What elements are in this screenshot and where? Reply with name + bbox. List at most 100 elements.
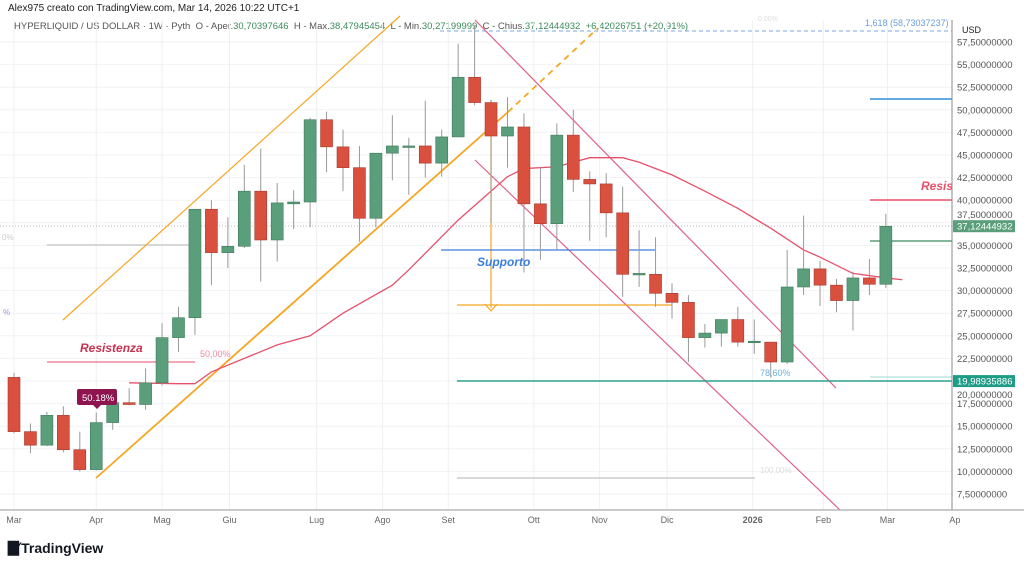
x-tick-label: Apr	[89, 515, 103, 525]
candle-body	[402, 145, 416, 148]
tradingview-logo-icon: ▇∕	[8, 539, 19, 555]
fib-left-label: 0%	[2, 233, 14, 242]
x-tick-label: Dic	[661, 515, 674, 525]
fib-100-label: 100,00%	[760, 466, 792, 475]
candle	[369, 152, 383, 228]
symbol-legend: HYPERLIQUID / US DOLLAR · 1W · Pyth O - …	[14, 21, 688, 32]
y-tick-label: 25,00000000	[957, 331, 1012, 342]
y-tick-label: 30,00000000	[957, 286, 1012, 297]
candle	[435, 129, 449, 177]
candle	[863, 258, 876, 296]
upper-channel-line	[62, 15, 401, 321]
candle	[188, 208, 202, 335]
candle-body	[451, 76, 465, 138]
candle	[583, 171, 597, 241]
candle-body	[188, 208, 202, 319]
y-tick-label: 10,00000000	[957, 467, 1012, 478]
candle	[830, 278, 843, 313]
candle-body	[468, 76, 481, 103]
candle-body	[813, 268, 827, 286]
candle-body	[172, 317, 185, 338]
candle	[649, 237, 662, 307]
candle	[550, 123, 564, 250]
candle	[517, 113, 531, 273]
candle	[57, 406, 70, 453]
candle	[40, 411, 54, 447]
fib-50-label: 50,00%	[200, 349, 231, 359]
x-tick-label: Giu	[222, 515, 236, 525]
candle-body	[221, 246, 235, 253]
candle	[451, 43, 465, 138]
y-tick-label: 22,50000000	[957, 354, 1012, 365]
x-axis[interactable]: Mar Apr Mag Giu Lug Ago Set Ott Nov Dic 2026 Feb Mar…	[6, 515, 960, 525]
candle-body	[386, 145, 399, 154]
fib-left-label-2: %	[3, 308, 10, 317]
candle	[616, 186, 629, 297]
candle-body	[863, 277, 876, 285]
candle-body	[698, 332, 712, 338]
candle	[336, 129, 350, 192]
candle	[715, 319, 728, 347]
y-tick-label: 17,50000000	[957, 399, 1012, 410]
currency-label: USD	[962, 25, 982, 35]
candle-body	[40, 415, 54, 446]
fib-1618-label: 1,618 (58,73037237)	[865, 18, 949, 28]
candle-body	[517, 126, 531, 205]
candle-body	[797, 268, 810, 288]
candle	[665, 283, 679, 319]
candle	[24, 423, 37, 454]
candle-body	[566, 134, 580, 180]
candle-body	[155, 337, 169, 384]
candle	[797, 215, 810, 296]
lower-channel-extension	[507, 27, 599, 113]
candle-body	[731, 319, 745, 343]
candle-body	[583, 179, 597, 185]
candle-body	[353, 167, 366, 219]
candle-body	[57, 415, 70, 451]
candle-body	[238, 190, 251, 247]
candle	[879, 213, 893, 289]
candle	[172, 306, 185, 353]
candle	[270, 183, 284, 262]
candle	[599, 173, 613, 238]
candle	[764, 341, 778, 378]
change-value: +6,42026751 (+20,91%)	[585, 21, 689, 32]
y-tick-label: 42,50000000	[957, 173, 1012, 184]
candle	[221, 217, 235, 268]
level-price-text: 19,98935886	[957, 377, 1012, 388]
candle-body	[24, 431, 37, 446]
candle	[682, 295, 695, 363]
candle	[813, 260, 827, 306]
candle-body	[254, 190, 268, 241]
descending-channel-upper	[474, 19, 837, 389]
candle	[155, 323, 169, 386]
open-label: O - Aper.	[195, 21, 234, 32]
candle	[205, 200, 218, 286]
candle	[534, 166, 547, 260]
y-tick-label: 45,00000000	[957, 151, 1012, 162]
candle-body	[7, 377, 21, 432]
candle	[731, 306, 745, 347]
candle-body	[715, 319, 728, 334]
candle-body	[501, 126, 514, 137]
tradingview-logo[interactable]: ▇∕ TradingView	[8, 539, 103, 556]
candle-body	[846, 277, 860, 301]
candle-body	[879, 225, 893, 285]
y-axis[interactable]: 57,50000000 55,00000000 52,50000000 50,0000…	[957, 38, 1012, 501]
open-value: 30,70397646	[233, 21, 289, 32]
candle	[353, 145, 366, 242]
candle	[7, 372, 21, 434]
x-tick-label: Lug	[309, 515, 324, 525]
candle-body	[747, 340, 761, 344]
candle-body	[616, 212, 629, 275]
x-tick-label: Ap	[949, 515, 960, 525]
target-arrow-head	[484, 303, 498, 312]
candle	[320, 111, 333, 173]
high-value: 38,47945454	[329, 21, 386, 32]
candle-body	[780, 286, 794, 363]
y-tick-label: 15,00000000	[957, 422, 1012, 433]
candle	[73, 431, 87, 472]
symbol-name: HYPERLIQUID / US DOLLAR · 1W · Pyth	[14, 21, 191, 32]
y-tick-label: 37,50000000	[957, 210, 1012, 221]
